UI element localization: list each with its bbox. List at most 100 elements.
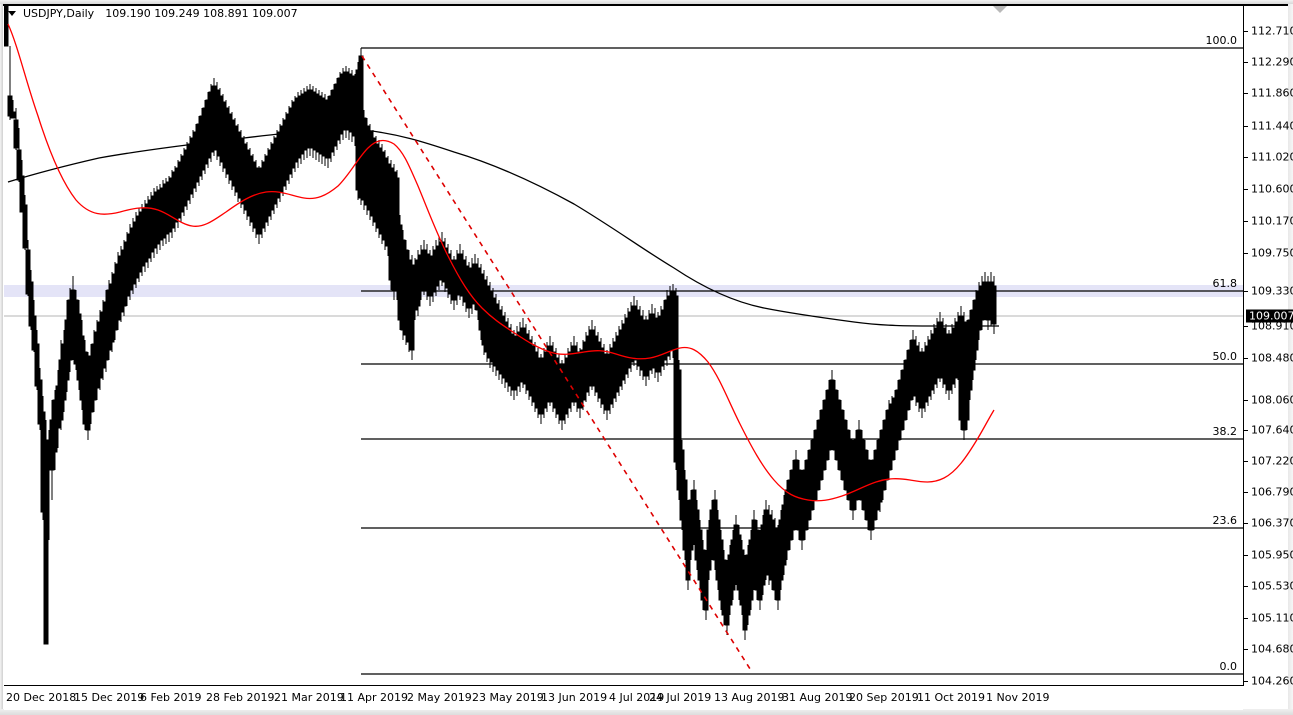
price-label: 108.480 xyxy=(1251,351,1293,365)
price-label: 108.910 xyxy=(1251,319,1293,333)
candle-body-bearish xyxy=(37,379,43,425)
price-label: 104.680 xyxy=(1251,642,1293,656)
price-tick xyxy=(1244,253,1248,254)
fast-moving-average-line xyxy=(7,23,995,502)
price-label: 106.370 xyxy=(1251,516,1293,530)
price-tick xyxy=(1244,291,1248,292)
date-label: 4 Jul 2019 xyxy=(609,691,665,704)
price-label: 107.220 xyxy=(1251,454,1293,468)
fib-label-61.8: 61.8 xyxy=(1212,277,1238,290)
price-tick xyxy=(1244,586,1248,587)
candle-body-bearish xyxy=(19,175,25,213)
date-label: 11 Apr 2019 xyxy=(340,691,409,704)
candle-body-bearish xyxy=(676,369,682,491)
price-label: 111.860 xyxy=(1251,86,1293,100)
price-label: 109.330 xyxy=(1251,284,1293,298)
price-tick xyxy=(1244,62,1248,63)
date-label: 13 Jun 2019 xyxy=(541,691,608,704)
candle-body-bearish xyxy=(34,343,40,387)
price-tick xyxy=(1244,681,1248,682)
window-chrome-left xyxy=(0,4,3,710)
chart-canvas xyxy=(4,6,1243,675)
slow-moving-average-layer xyxy=(7,128,999,327)
price-label: 105.950 xyxy=(1251,548,1293,562)
price-tick xyxy=(1244,618,1248,619)
price-tick xyxy=(1244,523,1248,524)
window-title-separator xyxy=(0,4,1293,6)
date-label: 24 Jul 2019 xyxy=(649,691,712,704)
price-label: 107.640 xyxy=(1251,423,1293,437)
candle-body-bearish xyxy=(43,439,49,645)
candle-body-bearish xyxy=(703,559,709,611)
date-label: 15 Dec 2019 xyxy=(74,691,145,704)
price-label: 104.260 xyxy=(1251,674,1293,688)
candle-body-bearish xyxy=(28,281,34,327)
price-tick xyxy=(1244,157,1248,158)
candle-body-bearish xyxy=(25,249,31,295)
price-label: 110.170 xyxy=(1251,214,1293,228)
window-chrome-bottom xyxy=(0,709,1293,715)
slow-moving-average-line xyxy=(7,128,999,327)
candlestick-layer xyxy=(4,6,997,645)
date-label: 20 Sep 2019 xyxy=(849,691,919,704)
date-label: 31 Aug 2019 xyxy=(782,691,853,704)
price-tick xyxy=(1244,126,1248,127)
price-label: 105.110 xyxy=(1251,611,1293,625)
price-tick xyxy=(1244,358,1248,359)
date-label: 2 May 2019 xyxy=(407,691,472,704)
date-label: 1 Nov 2019 xyxy=(986,691,1050,704)
price-label: 106.790 xyxy=(1251,485,1293,499)
window-chrome-right xyxy=(1288,4,1293,715)
candle-body-bearish xyxy=(991,285,997,325)
date-label: 20 Dec 2018 xyxy=(6,691,77,704)
date-axis[interactable]: 20 Dec 2018 15 Dec 2019 6 Feb 2019 28 Feb 2… xyxy=(4,686,1243,710)
price-label: 109.750 xyxy=(1251,246,1293,260)
price-tick xyxy=(1244,31,1248,32)
candle-body-bearish xyxy=(13,119,19,149)
price-label: 108.060 xyxy=(1251,393,1293,407)
date-label: 21 Mar 2019 xyxy=(274,691,344,704)
plot-bottom-border xyxy=(4,685,1243,686)
candle-body-bearish xyxy=(7,95,13,117)
date-label: 6 Feb 2019 xyxy=(140,691,202,704)
dashed-trendline-layer xyxy=(361,55,753,673)
fast-moving-average-layer xyxy=(7,23,995,502)
dashed-trendline xyxy=(361,55,753,673)
fib-label-100.0: 100.0 xyxy=(1205,34,1238,47)
window-chrome-top xyxy=(0,0,1293,4)
price-plot-area[interactable] xyxy=(4,6,1243,685)
candle-body-bearish xyxy=(31,315,37,351)
date-label: 28 Feb 2019 xyxy=(206,691,275,704)
price-tick xyxy=(1244,649,1248,650)
fib-label-50.0: 50.0 xyxy=(1212,350,1238,363)
candle-body-bearish xyxy=(4,6,9,47)
fib-label-23.6: 23.6 xyxy=(1212,514,1238,527)
triangle-down-marker xyxy=(993,6,1007,13)
date-label: 11 Oct 2019 xyxy=(917,691,986,704)
price-tick xyxy=(1244,461,1248,462)
date-label: 13 Aug 2019 xyxy=(714,691,785,704)
price-tick xyxy=(1244,189,1248,190)
price-tick xyxy=(1244,430,1248,431)
price-tick xyxy=(1244,400,1248,401)
price-label: 111.440 xyxy=(1251,119,1293,133)
current-price-badge: 109.007 xyxy=(1246,309,1293,323)
price-tick xyxy=(1244,492,1248,493)
chevron-down-icon[interactable] xyxy=(8,10,16,16)
symbol-quote-bar: USDJPY,Daily 109.190 109.249 108.891 109… xyxy=(8,6,298,20)
price-tick xyxy=(1244,221,1248,222)
price-label: 111.020 xyxy=(1251,150,1293,164)
candle-body-bearish xyxy=(16,149,22,181)
symbol-label: USDJPY,Daily xyxy=(23,6,95,20)
price-axis[interactable]: 112.710 112.290 111.860 111.440 111.020 110.6… xyxy=(1244,6,1293,688)
candle-body-bearish xyxy=(22,204,28,249)
price-tick xyxy=(1244,326,1248,327)
price-label: 105.530 xyxy=(1251,579,1293,593)
date-label: 23 May 2019 xyxy=(472,691,544,704)
plot-right-border xyxy=(1243,6,1244,686)
price-tick xyxy=(1244,555,1248,556)
price-tick xyxy=(1244,93,1248,94)
candle-body-bearish xyxy=(10,111,16,119)
price-label: 112.290 xyxy=(1251,55,1293,69)
